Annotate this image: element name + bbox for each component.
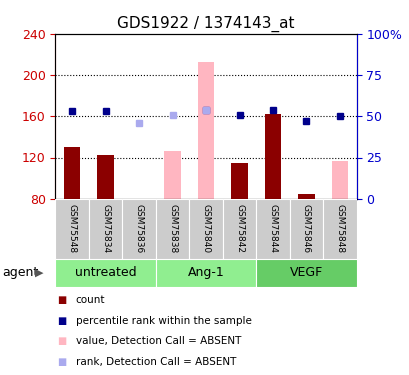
- Bar: [264, 114, 281, 199]
- Title: GDS1922 / 1374143_at: GDS1922 / 1374143_at: [117, 16, 294, 32]
- Text: GSM75842: GSM75842: [234, 204, 243, 253]
- Bar: [322, 199, 356, 259]
- Bar: [297, 194, 314, 199]
- Bar: [55, 259, 155, 287]
- Bar: [63, 147, 80, 199]
- Bar: [164, 151, 180, 199]
- Text: untreated: untreated: [74, 266, 136, 279]
- Bar: [189, 199, 222, 259]
- Text: GSM75838: GSM75838: [168, 204, 177, 254]
- Text: ■: ■: [57, 336, 67, 346]
- Text: ■: ■: [57, 316, 67, 326]
- Text: VEGF: VEGF: [289, 266, 322, 279]
- Bar: [155, 259, 256, 287]
- Text: GSM75848: GSM75848: [335, 204, 344, 254]
- Text: Ang-1: Ang-1: [187, 266, 224, 279]
- Text: ■: ■: [57, 295, 67, 305]
- Text: value, Detection Call = ABSENT: value, Detection Call = ABSENT: [76, 336, 240, 346]
- Text: GSM75846: GSM75846: [301, 204, 310, 254]
- Bar: [122, 199, 155, 259]
- Bar: [331, 160, 348, 199]
- Text: ▶: ▶: [35, 268, 43, 278]
- Bar: [222, 199, 256, 259]
- Text: GSM75834: GSM75834: [101, 204, 110, 254]
- Text: GSM75840: GSM75840: [201, 204, 210, 254]
- Text: GSM75844: GSM75844: [268, 204, 277, 253]
- Bar: [55, 199, 89, 259]
- Text: count: count: [76, 295, 105, 305]
- Text: rank, Detection Call = ABSENT: rank, Detection Call = ABSENT: [76, 357, 236, 367]
- Bar: [256, 199, 289, 259]
- Bar: [89, 199, 122, 259]
- Bar: [289, 199, 322, 259]
- Bar: [97, 155, 114, 199]
- Bar: [155, 199, 189, 259]
- Text: ■: ■: [57, 357, 67, 367]
- Text: percentile rank within the sample: percentile rank within the sample: [76, 316, 251, 326]
- Text: GSM75548: GSM75548: [67, 204, 76, 254]
- Bar: [256, 259, 356, 287]
- Bar: [231, 163, 247, 199]
- Text: GSM75836: GSM75836: [134, 204, 143, 254]
- Text: agent: agent: [2, 266, 38, 279]
- Bar: [197, 62, 214, 199]
